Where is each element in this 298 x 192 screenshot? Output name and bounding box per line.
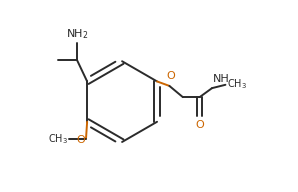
Text: CH$_3$: CH$_3$ (226, 77, 246, 91)
Text: NH: NH (213, 74, 230, 84)
Text: O: O (166, 71, 175, 81)
Text: NH$_2$: NH$_2$ (66, 27, 88, 41)
Text: O: O (76, 135, 85, 145)
Text: O: O (195, 120, 204, 130)
Text: CH$_3$: CH$_3$ (48, 132, 68, 146)
